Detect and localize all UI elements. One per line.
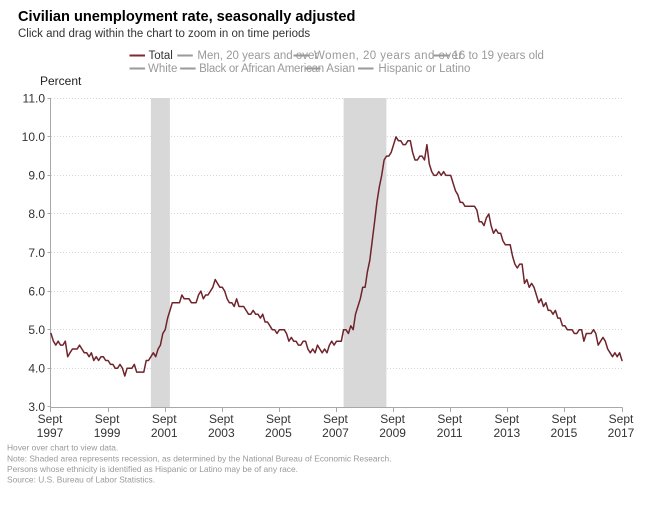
svg-text:Sept: Sept xyxy=(266,412,291,426)
svg-text:11.0: 11.0 xyxy=(23,92,46,106)
svg-text:Black or African American: Black or African American xyxy=(199,63,324,75)
svg-text:Source: U.S. Bureau of Labor S: Source: U.S. Bureau of Labor Statistics. xyxy=(7,475,155,485)
svg-text:6.0: 6.0 xyxy=(28,284,45,298)
svg-text:Click and drag within the char: Click and drag within the chart to zoom … xyxy=(18,28,310,40)
svg-text:Percent: Percent xyxy=(40,74,82,88)
svg-text:Sept: Sept xyxy=(95,412,120,426)
svg-text:Civilian unemployment rate, se: Civilian unemployment rate, seasonally a… xyxy=(18,9,355,25)
svg-text:Total: Total xyxy=(149,50,173,62)
svg-text:4.0: 4.0 xyxy=(28,361,45,375)
svg-text:Men, 20 years and over: Men, 20 years and over xyxy=(197,50,318,62)
svg-text:2005: 2005 xyxy=(265,426,292,440)
svg-text:Sept: Sept xyxy=(437,412,462,426)
svg-text:9.0: 9.0 xyxy=(28,169,45,183)
svg-text:Sept: Sept xyxy=(609,412,634,426)
svg-text:1999: 1999 xyxy=(94,426,121,440)
svg-text:Hover over chart to view data.: Hover over chart to view data. xyxy=(7,443,118,453)
svg-text:16 to 19 years old: 16 to 19 years old xyxy=(453,50,544,62)
svg-text:White: White xyxy=(148,63,177,75)
svg-text:Asian: Asian xyxy=(326,63,355,75)
svg-text:2003: 2003 xyxy=(208,426,235,440)
svg-text:8.0: 8.0 xyxy=(28,207,45,221)
svg-text:2015: 2015 xyxy=(551,426,578,440)
svg-text:Sept: Sept xyxy=(152,412,177,426)
svg-text:2011: 2011 xyxy=(437,426,463,440)
svg-text:Sept: Sept xyxy=(552,412,577,426)
svg-text:Hispanic or Latino: Hispanic or Latino xyxy=(378,63,470,75)
svg-text:Sept: Sept xyxy=(380,412,405,426)
svg-text:10.0: 10.0 xyxy=(22,130,46,144)
svg-text:2007: 2007 xyxy=(322,426,349,440)
svg-text:2013: 2013 xyxy=(493,426,520,440)
svg-text:Persons whose ethnicity is ide: Persons whose ethnicity is identified as… xyxy=(7,464,298,474)
svg-text:7.0: 7.0 xyxy=(28,246,45,260)
svg-text:2009: 2009 xyxy=(379,426,406,440)
svg-text:Sept: Sept xyxy=(38,412,63,426)
svg-text:1997: 1997 xyxy=(37,426,64,440)
svg-text:Women, 20 years and over: Women, 20 years and over xyxy=(314,50,463,62)
svg-text:2001: 2001 xyxy=(151,426,178,440)
svg-text:Sept: Sept xyxy=(323,412,348,426)
svg-text:5.0: 5.0 xyxy=(28,323,45,337)
svg-text:Sept: Sept xyxy=(494,412,519,426)
svg-text:2017: 2017 xyxy=(608,426,635,440)
svg-text:Sept: Sept xyxy=(209,412,234,426)
svg-text:Note: Shaded area represents r: Note: Shaded area represents recession, … xyxy=(7,454,392,464)
svg-text:3.0: 3.0 xyxy=(28,400,45,414)
